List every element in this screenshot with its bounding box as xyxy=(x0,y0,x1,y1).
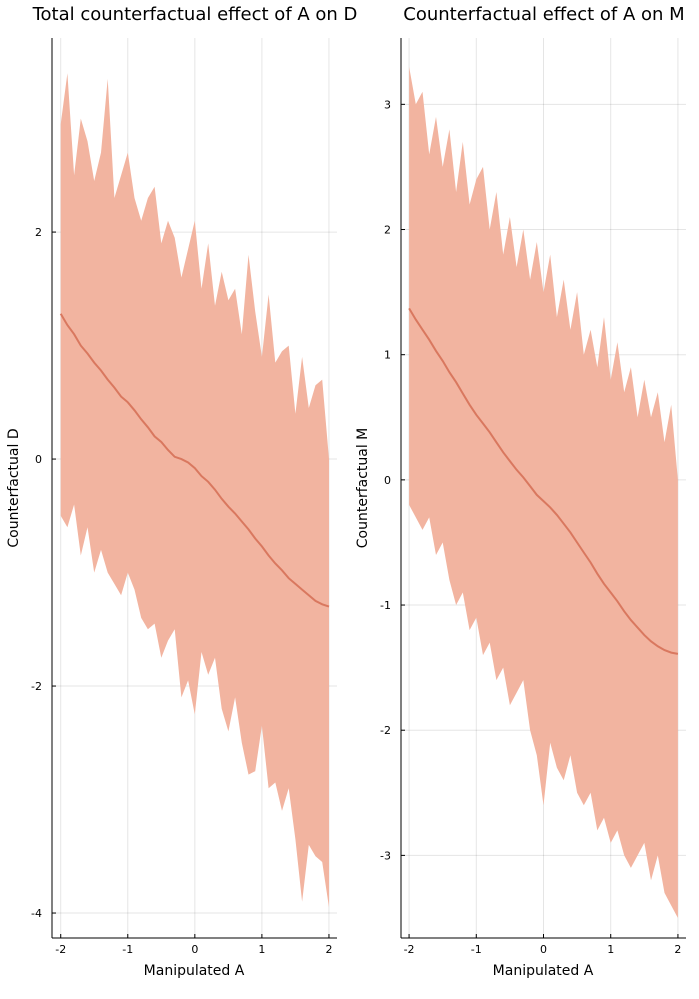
panel-title: Total counterfactual effect of A on D xyxy=(32,4,358,25)
x-tick-label: 0 xyxy=(191,943,198,956)
x-axis-ticks: -2 -1 0 1 2 xyxy=(55,934,332,956)
credible-band xyxy=(409,66,678,919)
x-tick-label: 2 xyxy=(674,943,681,956)
y-tick-label: -1 xyxy=(380,599,391,612)
y-axis-ticks: -3 -2 -1 0 1 2 3 xyxy=(380,98,405,862)
band-area xyxy=(60,73,329,908)
y-tick-label: 3 xyxy=(384,98,391,111)
x-axis-ticks: -2 -1 0 1 2 xyxy=(404,934,681,956)
x-tick-label: 1 xyxy=(258,943,265,956)
x-axis-label: Manipulated A xyxy=(493,963,594,979)
panel-title: Counterfactual effect of A on M xyxy=(403,4,684,25)
x-tick-label: -1 xyxy=(122,943,133,956)
mean-series-line xyxy=(408,307,679,655)
y-tick-label: 1 xyxy=(384,349,391,362)
y-axis-label: Counterfactual D xyxy=(6,428,22,547)
credible-band xyxy=(60,73,329,908)
y-tick-label: 2 xyxy=(384,224,391,237)
x-tick-label: 2 xyxy=(325,943,332,956)
x-tick-label: -1 xyxy=(471,943,482,956)
band-area xyxy=(409,66,678,919)
y-tick-label: -2 xyxy=(380,724,391,737)
mean-line xyxy=(408,307,679,655)
y-tick-label: 0 xyxy=(384,474,391,487)
y-tick-label: -4 xyxy=(31,907,42,920)
mean-series-line xyxy=(59,313,330,608)
x-axis-label: Manipulated A xyxy=(144,963,245,979)
panel-a-on-m: Counterfactual effect of A on M -2 -1 0 1 2 … xyxy=(355,4,686,979)
mean-line xyxy=(59,313,330,608)
y-tick-label: 0 xyxy=(35,453,42,466)
x-tick-label: -2 xyxy=(404,943,415,956)
y-axis-ticks: -4 -2 0 2 xyxy=(31,226,56,920)
y-tick-label: 2 xyxy=(35,226,42,239)
x-tick-label: 0 xyxy=(540,943,547,956)
y-tick-label: -2 xyxy=(31,680,42,693)
x-tick-label: 1 xyxy=(607,943,614,956)
y-axis-label: Counterfactual M xyxy=(355,428,371,549)
panel-a-on-d: Total counterfactual effect of A on D -2… xyxy=(6,4,357,979)
y-tick-label: -3 xyxy=(380,849,391,862)
x-tick-label: -2 xyxy=(55,943,66,956)
